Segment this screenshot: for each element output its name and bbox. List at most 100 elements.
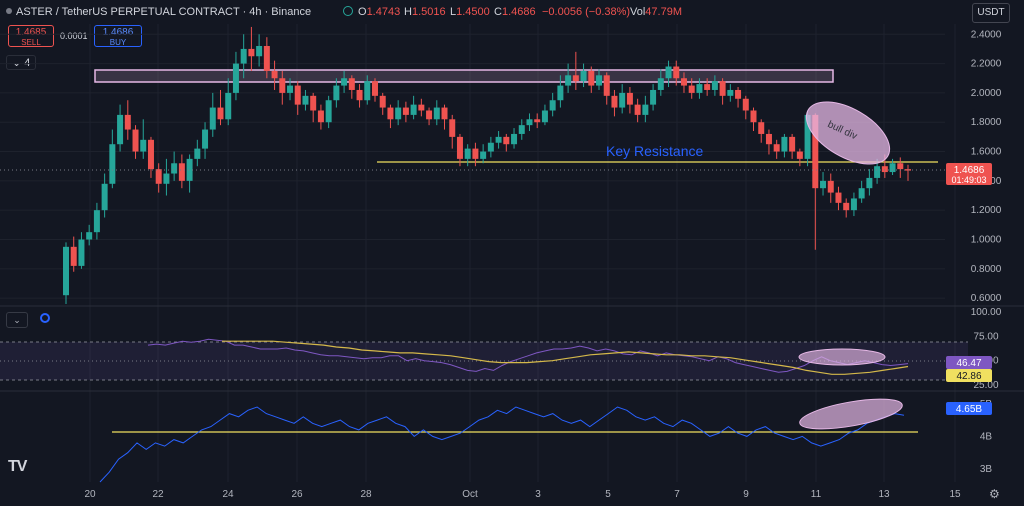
- candle-body: [101, 183, 108, 211]
- obv-divergence-ellipse: [799, 398, 903, 430]
- buy-button[interactable]: 1.4686 BUY: [94, 25, 142, 47]
- candle-body: [279, 78, 286, 93]
- market-status-icon: [343, 6, 353, 16]
- symbol-title[interactable]: ASTER / TetherUS PERPETUAL CONTRACT · 4h…: [16, 6, 312, 18]
- price-tick-label: 1.0000: [971, 234, 1002, 245]
- candle-body: [433, 107, 440, 120]
- low-value: 1.4500: [456, 6, 490, 18]
- candle-body: [109, 144, 116, 184]
- candle-body: [163, 173, 170, 184]
- countdown-value: 01:49:03: [951, 175, 986, 185]
- candle-body: [472, 148, 479, 159]
- buy-price: 1.4686: [102, 27, 134, 38]
- price-tick-label: 1.6000: [971, 147, 1002, 158]
- rsi-tick-label: 25.00: [973, 380, 998, 391]
- rsi-ma-line: [222, 340, 909, 375]
- candle-body: [402, 107, 409, 115]
- chevron-down-icon: ⌄: [12, 57, 22, 69]
- last-price-value: 1.4686: [954, 165, 985, 176]
- candle-body: [348, 78, 355, 90]
- high-value: 1.5016: [411, 6, 446, 18]
- volume: Vol47.79M: [630, 6, 682, 18]
- candle-body: [503, 136, 510, 145]
- indicators-toggle-button[interactable]: ⌄ 4: [6, 55, 37, 70]
- candle-body: [171, 163, 178, 174]
- candle-body: [117, 114, 124, 145]
- time-tick-label: 7: [674, 489, 680, 500]
- candle-body: [565, 75, 572, 86]
- candle-body: [441, 107, 448, 120]
- candle-body: [866, 177, 873, 189]
- candle-body: [619, 92, 626, 108]
- candle-body: [302, 95, 309, 105]
- price-tick-label: 0.6000: [971, 293, 1002, 304]
- chart-header: ASTER / TetherUS PERPETUAL CONTRACT · 4h…: [0, 0, 1024, 24]
- candle-body: [518, 125, 525, 134]
- candle-body: [449, 119, 456, 137]
- candle-body: [650, 89, 657, 105]
- candle-body: [665, 66, 672, 79]
- sell-label: SELL: [21, 38, 41, 47]
- candle-body: [626, 92, 633, 105]
- time-tick-label: 26: [291, 489, 303, 500]
- candle-body: [63, 246, 69, 296]
- rsi-line: [147, 338, 909, 373]
- candle-body: [549, 100, 556, 111]
- candle-body: [657, 78, 664, 90]
- candle-body: [874, 166, 881, 178]
- price-tick-label: 2.0000: [971, 88, 1002, 99]
- time-tick-label: 5: [605, 489, 611, 500]
- tradingview-logo-icon[interactable]: TV: [8, 458, 27, 475]
- candle-body: [881, 166, 888, 173]
- candle-body: [263, 45, 270, 71]
- candle-body: [487, 142, 494, 152]
- time-tick-label: 22: [152, 489, 164, 500]
- rsi-tick-label: 100.00: [971, 307, 1002, 318]
- indicator-settings-icon[interactable]: [40, 313, 50, 323]
- low-label: L: [450, 6, 457, 18]
- time-tick-label: 3: [535, 489, 541, 500]
- candle-body: [124, 114, 131, 130]
- currency-selector[interactable]: USDT: [972, 3, 1010, 23]
- candle-body: [719, 81, 726, 96]
- time-tick-label: Oct: [462, 489, 478, 500]
- candle-body: [294, 85, 301, 105]
- candle-body: [789, 136, 796, 152]
- collapse-pane-button[interactable]: ⌄: [6, 312, 28, 328]
- candle-body: [271, 70, 278, 79]
- ohlc-close: C1.4686: [494, 6, 536, 18]
- candle-body: [209, 107, 216, 130]
- candle-body: [572, 75, 579, 82]
- candle-body: [735, 89, 742, 99]
- candles-group: [63, 26, 911, 304]
- candle-body: [680, 78, 687, 86]
- price-tick-label: 1.8000: [971, 117, 1002, 128]
- obv-value: 4.65B: [956, 404, 982, 415]
- candle-body: [804, 114, 811, 159]
- rsi-divergence-ellipse: [798, 348, 886, 366]
- time-tick-label: 20: [84, 489, 96, 500]
- candle-body: [511, 133, 518, 145]
- candle-body: [225, 92, 232, 120]
- candle-body: [147, 139, 154, 170]
- candle-body: [371, 81, 378, 96]
- candle-body: [727, 89, 734, 96]
- ohlc-low: L1.4500: [450, 6, 490, 18]
- candle-body: [495, 136, 502, 143]
- candle-body: [364, 81, 371, 101]
- candle-body: [132, 129, 139, 152]
- time-axis[interactable]: 20 22 24 26 28 Oct 3 5 7 9 11 13 15: [84, 489, 961, 500]
- candle-body: [889, 163, 896, 173]
- candle-body: [704, 84, 711, 90]
- time-tick-label: 28: [360, 489, 372, 500]
- candle-body: [526, 119, 533, 126]
- open-value: 1.4743: [366, 6, 401, 18]
- price-tick-label: 2.4000: [971, 29, 1002, 40]
- close-value: 1.4686: [501, 6, 536, 18]
- settings-gear-icon[interactable]: ⚙: [989, 487, 1000, 501]
- volume-label: Vol: [630, 6, 646, 18]
- candle-body: [850, 198, 857, 211]
- candle-body: [812, 114, 819, 189]
- sell-button[interactable]: 1.4685 SELL: [8, 25, 54, 47]
